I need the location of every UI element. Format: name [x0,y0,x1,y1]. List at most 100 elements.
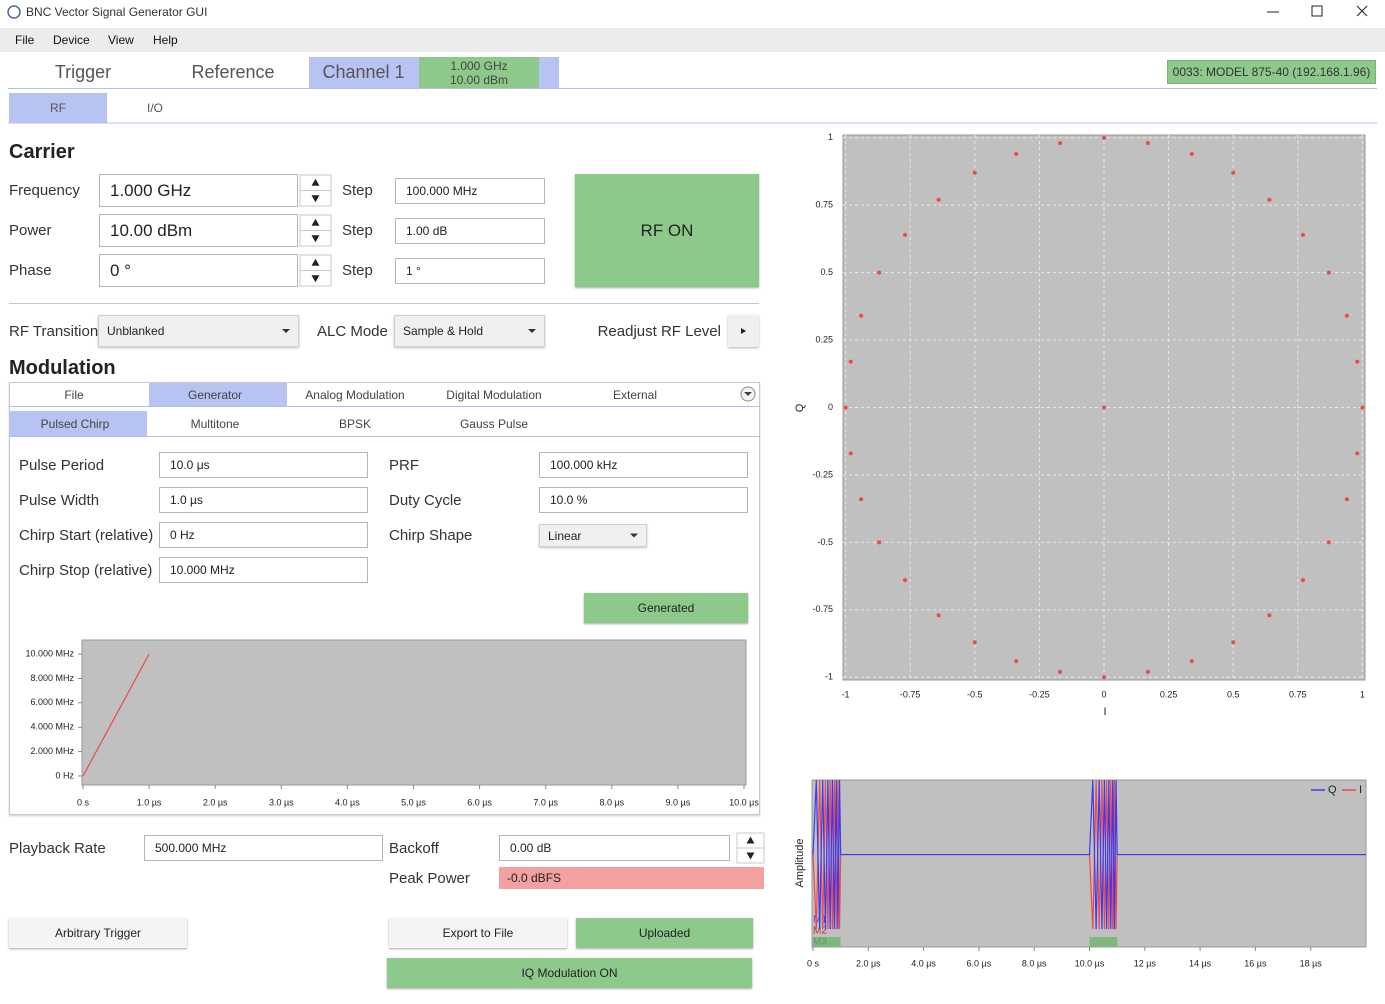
field-input[interactable]: 0.00 dB [499,835,730,861]
section-title: Carrier [9,139,159,165]
y-tick-label: 0.5 [820,267,833,277]
arrow-down-icon [312,235,320,242]
x-tick-label: 0.25 [1160,689,1178,699]
spin-button-down[interactable] [737,848,764,863]
iq-point [1014,152,1018,156]
y-axis-label: Amplitude [794,839,806,888]
generator-tab[interactable]: Gauss Pulse [425,411,563,436]
field-input[interactable]: 0 Hz [159,522,368,548]
dropdown[interactable]: Sample & Hold [394,315,545,347]
waveform-line [813,780,1366,929]
spin-button-down[interactable] [300,191,331,207]
x-tick-label: 4.0 µs [911,958,936,968]
spin-button-up[interactable] [737,833,764,848]
field-label: Power [9,214,97,247]
dropdown[interactable]: Linear [539,524,647,547]
spin-button-up[interactable] [300,215,331,231]
generator-tab[interactable]: BPSK [286,411,424,436]
rf-on-button[interactable]: RF ON [575,174,759,287]
field-label: Step [342,254,392,287]
arrow-up-icon [312,219,320,226]
x-tick-label: 0.5 [1227,689,1240,699]
close-icon[interactable] [1357,6,1367,16]
field-input[interactable]: 1.000 GHz [99,174,298,207]
sub-tab[interactable]: I/O [107,93,203,123]
x-tick-label: 16 µs [1244,958,1267,968]
iq-point [1345,314,1349,318]
field-label: Pulse Period [19,452,159,478]
sub-tab[interactable]: RF [9,93,107,123]
step-input[interactable]: 100.000 MHz [395,178,545,204]
field-label: Chirp Start (relative) [19,522,159,548]
plot-area [812,780,1366,947]
x-tick-label: -0.25 [1029,689,1050,699]
menu-item[interactable]: View [102,28,147,52]
maximize-icon[interactable] [1312,6,1322,16]
main-tab[interactable]: Channel 1 [309,57,418,88]
spin-button-up[interactable] [300,255,331,271]
spin-button-down[interactable] [300,271,331,287]
step-input[interactable]: 1.00 dB [395,218,545,244]
x-tick-label: 6.0 µs [967,958,992,968]
arrow-down-icon [312,275,320,282]
x-tick-label: 18 µs [1300,958,1323,968]
step-input[interactable]: 1 ° [395,258,545,284]
spin-button-up[interactable] [300,175,331,191]
iq-modulation-button[interactable]: IQ Modulation ON [387,958,752,988]
iq-point [937,613,941,617]
arbitrary-trigger-button[interactable]: Arbitrary Trigger [9,918,187,948]
iq-point [1267,613,1271,617]
uploaded-button[interactable]: Uploaded [576,918,753,948]
iq-point [1190,659,1194,663]
x-tick-label: 0.75 [1289,689,1307,699]
marker-label: M3 [813,937,827,948]
iq-point [1190,152,1194,156]
field-label: Chirp Shape [389,522,529,548]
generator-tab[interactable]: Pulsed Chirp [6,411,144,436]
modulation-tab[interactable]: Digital Modulation [425,383,563,406]
x-tick-label: -0.5 [967,689,983,699]
field-input[interactable]: 10.0 μs [159,452,368,478]
field-input[interactable]: 0 ° [99,254,298,287]
iq-point [937,198,941,202]
channel-badge: 1.000 GHz10.00 dBm [419,57,539,88]
generated-button[interactable]: Generated [584,593,748,623]
iq-point [1345,497,1349,501]
dropdown[interactable]: Unblanked [98,315,299,347]
field-label: Peak Power [389,866,499,890]
marker-label: M2 [813,926,827,937]
peak-power-value: -0.0 dBFS [499,867,764,889]
y-tick-label: -0.5 [817,537,833,547]
iq-point [973,171,977,175]
main-tab[interactable]: Trigger [30,57,136,88]
modulation-tab[interactable]: Generator [146,383,284,406]
generator-tab[interactable]: Multitone [146,411,284,436]
iq-point [1102,136,1106,140]
arrow-up-icon [312,179,320,186]
x-tick-label: 1 [1360,689,1365,699]
field-input[interactable]: 100.000 kHz [539,452,748,478]
field-label: Backoff [389,835,489,861]
field-input[interactable]: 10.00 dBm [99,214,298,247]
field-input[interactable]: 10.0 % [539,487,748,513]
y-tick-label: 0 [828,402,833,412]
waveform-line [813,780,1366,929]
iq-point [877,271,881,275]
plot-area [843,135,1365,680]
field-input[interactable]: 10.000 MHz [159,557,368,583]
spin-button-down[interactable] [300,231,331,247]
modulation-tab[interactable]: Analog Modulation [286,383,424,406]
modulation-tab[interactable]: External [566,383,704,406]
export-button[interactable]: Export to File [389,918,567,948]
readjust-button[interactable] [728,315,759,347]
iq-point [903,578,907,582]
modulation-tab[interactable]: File [5,383,143,406]
menu-item[interactable]: Device [47,28,92,52]
menu-item[interactable]: Help [147,28,192,52]
main-tab[interactable]: Reference [160,57,306,88]
field-input[interactable]: 500.000 MHz [144,835,383,861]
badge-power: 10.00 dBm [450,73,508,87]
arrow-up-icon [312,259,320,266]
field-label: ALC Mode [317,315,397,347]
field-input[interactable]: 1.0 µs [159,487,368,513]
